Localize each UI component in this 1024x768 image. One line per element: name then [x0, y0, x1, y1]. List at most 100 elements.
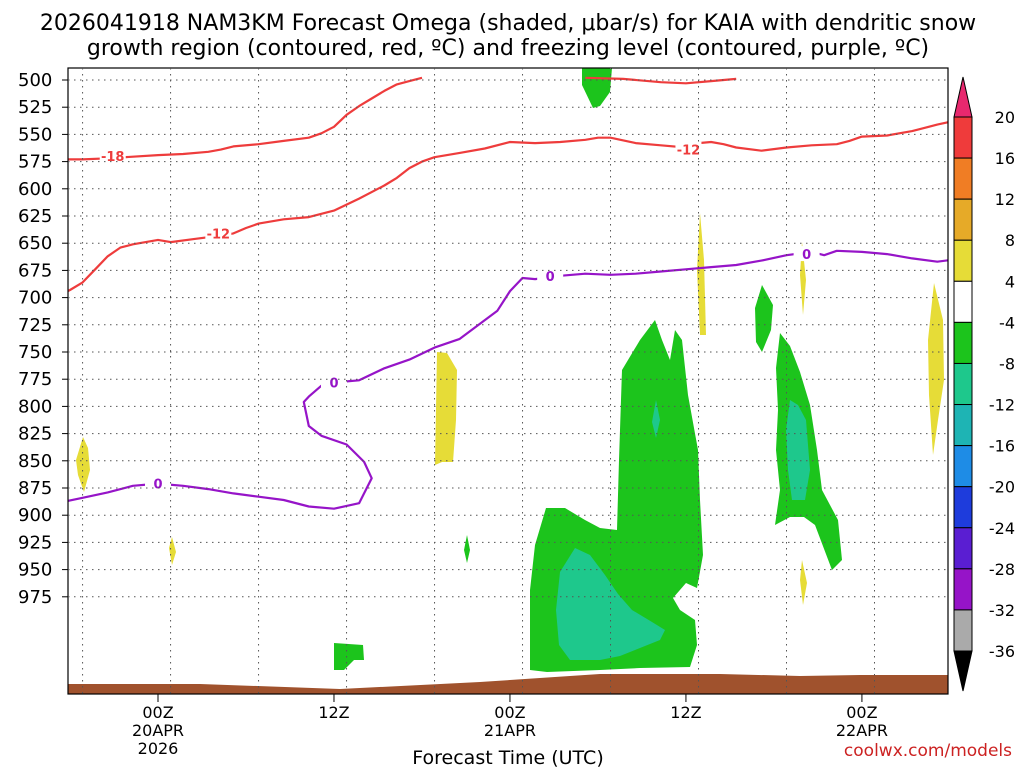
- dgz-contour-minus18-upper: [585, 76, 737, 85]
- colorbar-segment: [953, 321, 973, 364]
- chart-title-line-2: growth region (contoured, red, ºC) and f…: [87, 36, 929, 61]
- colorbar-tick-label: 4: [1005, 272, 1015, 291]
- colorbar-tick-label: -16: [989, 437, 1015, 456]
- y-tick-label: 925: [18, 532, 52, 553]
- contour-label-bg: [675, 141, 702, 157]
- colorbar-top-triangle: [953, 76, 973, 118]
- y-tick-label: 975: [18, 587, 52, 608]
- colorbar-segment: [953, 445, 973, 488]
- omega-negative-region: [556, 548, 665, 660]
- colorbar-tick-label: -36: [989, 642, 1015, 661]
- colorbar-segment: [953, 198, 973, 241]
- x-tick-year: 2026: [138, 739, 179, 758]
- contour-label-minus18: -18: [101, 150, 125, 165]
- dgz-contour-minus18: [68, 76, 423, 161]
- y-tick-label: 650: [18, 233, 52, 254]
- omega-positive-blob: [169, 537, 176, 565]
- colorbar-tick-label: -20: [989, 478, 1015, 497]
- omega-negative-region: [786, 400, 810, 500]
- omega-positive-blob: [800, 560, 807, 605]
- omega-negative-region: [464, 535, 470, 563]
- colorbar-tick-label: 20: [995, 108, 1015, 127]
- colorbar-segment: [953, 486, 973, 529]
- y-tick-label: 850: [18, 451, 52, 472]
- contour-label-zero: 0: [329, 376, 338, 391]
- colorbar-tick-label: -8: [999, 354, 1015, 373]
- x-tick-label: 12Z: [670, 703, 701, 722]
- colorbar-tick-label: -24: [989, 519, 1015, 538]
- y-tick-label: 725: [18, 315, 52, 336]
- contours: -18 -12 -12 0 0 0 0: [68, 76, 948, 510]
- x-tick-date: 22APR: [836, 721, 888, 740]
- colorbar-tick-label: -12: [989, 396, 1015, 415]
- colorbar-segment: [953, 404, 973, 447]
- contour-label-zero: 0: [153, 478, 162, 493]
- colorbar-tick-label: -4: [999, 313, 1015, 332]
- colorbar-segment: [953, 362, 973, 406]
- colorbar: 20 16 12 8 4 -4 -8 -12 -16 -20 -24 -28 -32 -36: [953, 76, 1015, 692]
- y-tick-label: 775: [18, 369, 52, 390]
- omega-negative-region: [334, 643, 364, 670]
- omega-positive-blob: [435, 352, 457, 465]
- plot-frame: [67, 67, 949, 695]
- omega-negative-region: [652, 400, 660, 438]
- colorbar-bottom-triangle: [953, 650, 973, 692]
- colorbar-tick-label: -32: [989, 601, 1015, 620]
- y-tick-label: 525: [18, 97, 52, 118]
- y-tick-label: 825: [18, 424, 52, 445]
- contour-label-bg: [205, 225, 232, 241]
- y-tick-label: 625: [18, 206, 52, 227]
- contour-label-minus12: -12: [207, 227, 231, 242]
- y-tick-label: 500: [18, 70, 52, 91]
- y-axis: 500 525 550 575 600 625 650 675 700 725 750 775 800 8…: [18, 70, 68, 608]
- y-tick-label: 600: [18, 179, 52, 200]
- grid: [68, 68, 948, 694]
- x-tick-date: 20APR: [132, 721, 184, 740]
- freezing-level-contour: [68, 249, 948, 510]
- colorbar-segment: [953, 239, 973, 282]
- y-tick-label: 700: [18, 288, 52, 309]
- y-tick-label: 800: [18, 396, 52, 417]
- contour-label-zero: 0: [546, 270, 555, 285]
- y-tick-label: 575: [18, 152, 52, 173]
- colorbar-segment: [953, 280, 973, 323]
- credit-link[interactable]: coolwx.com/models: [844, 741, 1012, 761]
- colorbar-tick-label: -28: [989, 560, 1015, 579]
- omega-negative-region: [755, 285, 773, 352]
- contour-label-bg: [537, 267, 564, 283]
- terrain: [68, 674, 948, 694]
- contour-label-bg: [320, 374, 347, 390]
- contour-label-bg: [793, 246, 820, 262]
- x-tick-date: 21APR: [484, 721, 536, 740]
- x-axis-label: Forecast Time (UTC): [412, 747, 603, 768]
- x-tick-label: 00Z: [142, 703, 173, 722]
- y-tick-label: 675: [18, 260, 52, 281]
- colorbar-tick-label: 12: [995, 190, 1015, 209]
- omega-positive-blob: [928, 283, 944, 455]
- x-tick-label: 00Z: [846, 703, 877, 722]
- y-tick-label: 900: [18, 505, 52, 526]
- colorbar-segment: [953, 609, 973, 652]
- omega-shading: [76, 68, 944, 672]
- y-tick-label: 950: [18, 560, 52, 581]
- colorbar-segment: [953, 527, 973, 570]
- colorbar-segment: [953, 157, 973, 200]
- dgz-contour-minus12: [68, 121, 948, 293]
- colorbar-tick-label: 8: [1005, 231, 1015, 250]
- contour-label-minus12: -12: [677, 144, 701, 159]
- contour-label-bg: [145, 475, 171, 491]
- chart-title-line-1: 2026041918 NAM3KM Forecast Omega (shaded…: [40, 11, 976, 36]
- plot-area: -18 -12 -12 0 0 0 0: [68, 68, 948, 694]
- contour-label-bg: [99, 148, 126, 164]
- x-tick-label: 00Z: [494, 703, 525, 722]
- y-tick-label: 750: [18, 342, 52, 363]
- omega-negative-region: [582, 68, 612, 108]
- x-tick-label: 12Z: [318, 703, 349, 722]
- colorbar-segment: [953, 116, 973, 159]
- y-tick-label: 875: [18, 478, 52, 499]
- contour-label-zero: 0: [802, 248, 811, 263]
- colorbar-segment: [953, 568, 973, 611]
- y-tick-label: 550: [18, 124, 52, 145]
